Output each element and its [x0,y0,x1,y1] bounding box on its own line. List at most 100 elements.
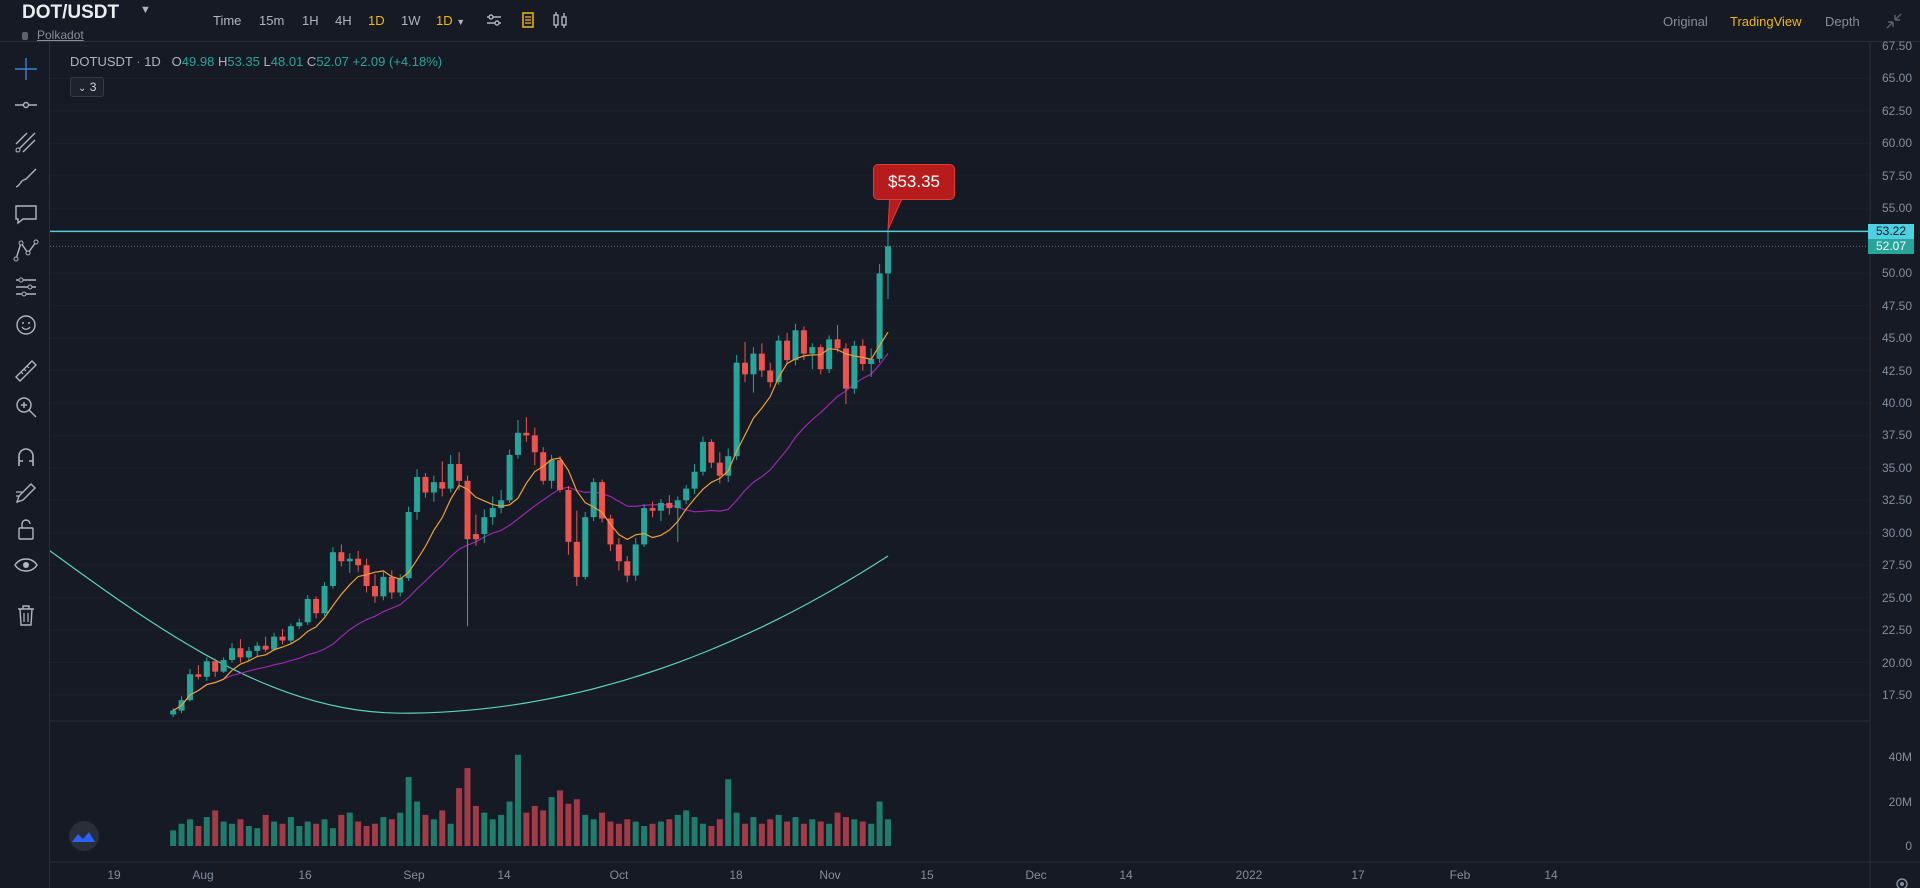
volume-bar [178,823,185,846]
indicators-collapse-toggle[interactable]: ⌄ 3 [70,77,104,97]
view-original[interactable]: Original [1663,14,1708,29]
volume-tick: 40M [1888,750,1912,764]
volume-bar [834,812,841,846]
top-toolbar: DOT/USDT ▼ Polkadot Time 15m 1H 4H 1D 1W… [0,0,1920,42]
timeframe-1w[interactable]: 1W [401,13,421,28]
timeframe-1d[interactable]: 1D [368,13,385,28]
volume-bar [800,823,807,846]
time-tick: 2022 [1235,868,1263,882]
volume-bar [388,819,395,846]
volume-tick: 20M [1888,794,1912,809]
timeframe-1h[interactable]: 1H [302,13,319,28]
time-tick: Nov [819,868,841,882]
volume-bar [683,810,690,846]
crosshair-icon[interactable] [13,56,39,82]
volume-bar [632,821,639,846]
timeframe-15m[interactable]: 15m [259,13,285,28]
volume-bar [355,821,362,846]
interval-select[interactable]: 1D ▼ [436,13,465,28]
time-tick: 15 [920,868,934,882]
magnet-icon[interactable] [13,444,39,470]
symbol-dropdown-icon[interactable]: ▼ [140,4,151,16]
view-depth[interactable]: Depth [1825,14,1860,29]
symbol-subname[interactable]: Polkadot [22,28,84,42]
volume-bar [767,819,774,846]
time-tick: 18 [729,868,743,882]
volume-bar [708,825,715,846]
ruler-icon[interactable] [13,358,39,384]
price-tick: 67.50 [1881,39,1912,53]
candle-body [750,353,757,375]
candle-body [371,585,378,597]
candle-body [254,645,261,651]
price-tick: 45.00 [1881,331,1912,346]
symbol-title[interactable]: DOT/USDT [22,2,120,23]
volume-bar [195,825,202,846]
legend-close: 52.07 [316,54,349,69]
candle-body [885,246,891,274]
templates-icon[interactable] [519,11,537,29]
eye-icon[interactable] [13,552,39,578]
timeframe-4h[interactable]: 4H [335,13,352,28]
volume-bar [170,830,177,846]
candle-body [313,598,320,614]
prediction-measure-icon[interactable] [13,274,39,300]
volume-bar [447,823,454,846]
candle-body [834,339,841,349]
indicator-count: 3 [89,80,97,94]
volume-bar [666,819,673,846]
candle-body [573,541,580,577]
indicators-icon[interactable] [485,11,503,29]
time-tick: 16 [298,868,312,882]
price-callout[interactable]: $53.35 [873,164,955,200]
emoji-icon[interactable] [13,312,39,338]
candle-body [641,508,648,545]
volume-bar [859,821,866,846]
brush-icon[interactable] [13,166,39,192]
volume-bar [775,814,782,846]
pitchfork-icon[interactable] [13,130,39,156]
volume-bar [792,817,799,846]
candle-body [733,362,740,457]
volume-bar [868,823,875,846]
collapse-screen-icon[interactable] [1885,12,1903,30]
candle-body [245,650,252,658]
volume-bar [380,817,387,846]
candle-body [742,362,749,375]
volume-bar [514,754,521,846]
volume-bar [237,819,244,846]
text-note-icon[interactable] [13,202,39,228]
timeframe-time[interactable]: Time [213,13,242,28]
volume-bar [540,810,547,846]
volume-bar [287,817,294,846]
price-tick: 65.00 [1881,71,1912,86]
trend-line-icon[interactable] [13,92,39,118]
candle-body [708,441,715,463]
candle-body [329,552,336,586]
candles [170,229,891,718]
volume-bar [674,814,681,846]
price-chart[interactable]: ‹ [50,42,1920,888]
candle-body [489,508,496,518]
volume-bar [599,812,606,846]
candle-body [792,330,799,361]
volume-bar [220,821,227,846]
candle-body [859,345,866,365]
ma-mid-line [172,352,889,712]
candle-body [363,565,370,586]
volume-bar [472,805,479,846]
legend-low-label: L [263,54,271,69]
volume-bar [742,823,749,846]
volume-bar [346,812,353,846]
candle-body [338,552,345,562]
view-tradingview[interactable]: TradingView [1730,14,1802,29]
chart-type-candles-icon[interactable] [551,11,569,29]
pattern-icon[interactable] [13,238,39,264]
candle-body [683,488,690,501]
stay-drawing-mode-icon[interactable] [13,480,39,506]
time-tick: Aug [192,868,214,882]
trash-icon[interactable] [13,602,39,628]
settings-icon[interactable] [1896,878,1908,888]
zoom-in-icon[interactable] [13,394,39,420]
lock-icon[interactable] [13,516,39,542]
